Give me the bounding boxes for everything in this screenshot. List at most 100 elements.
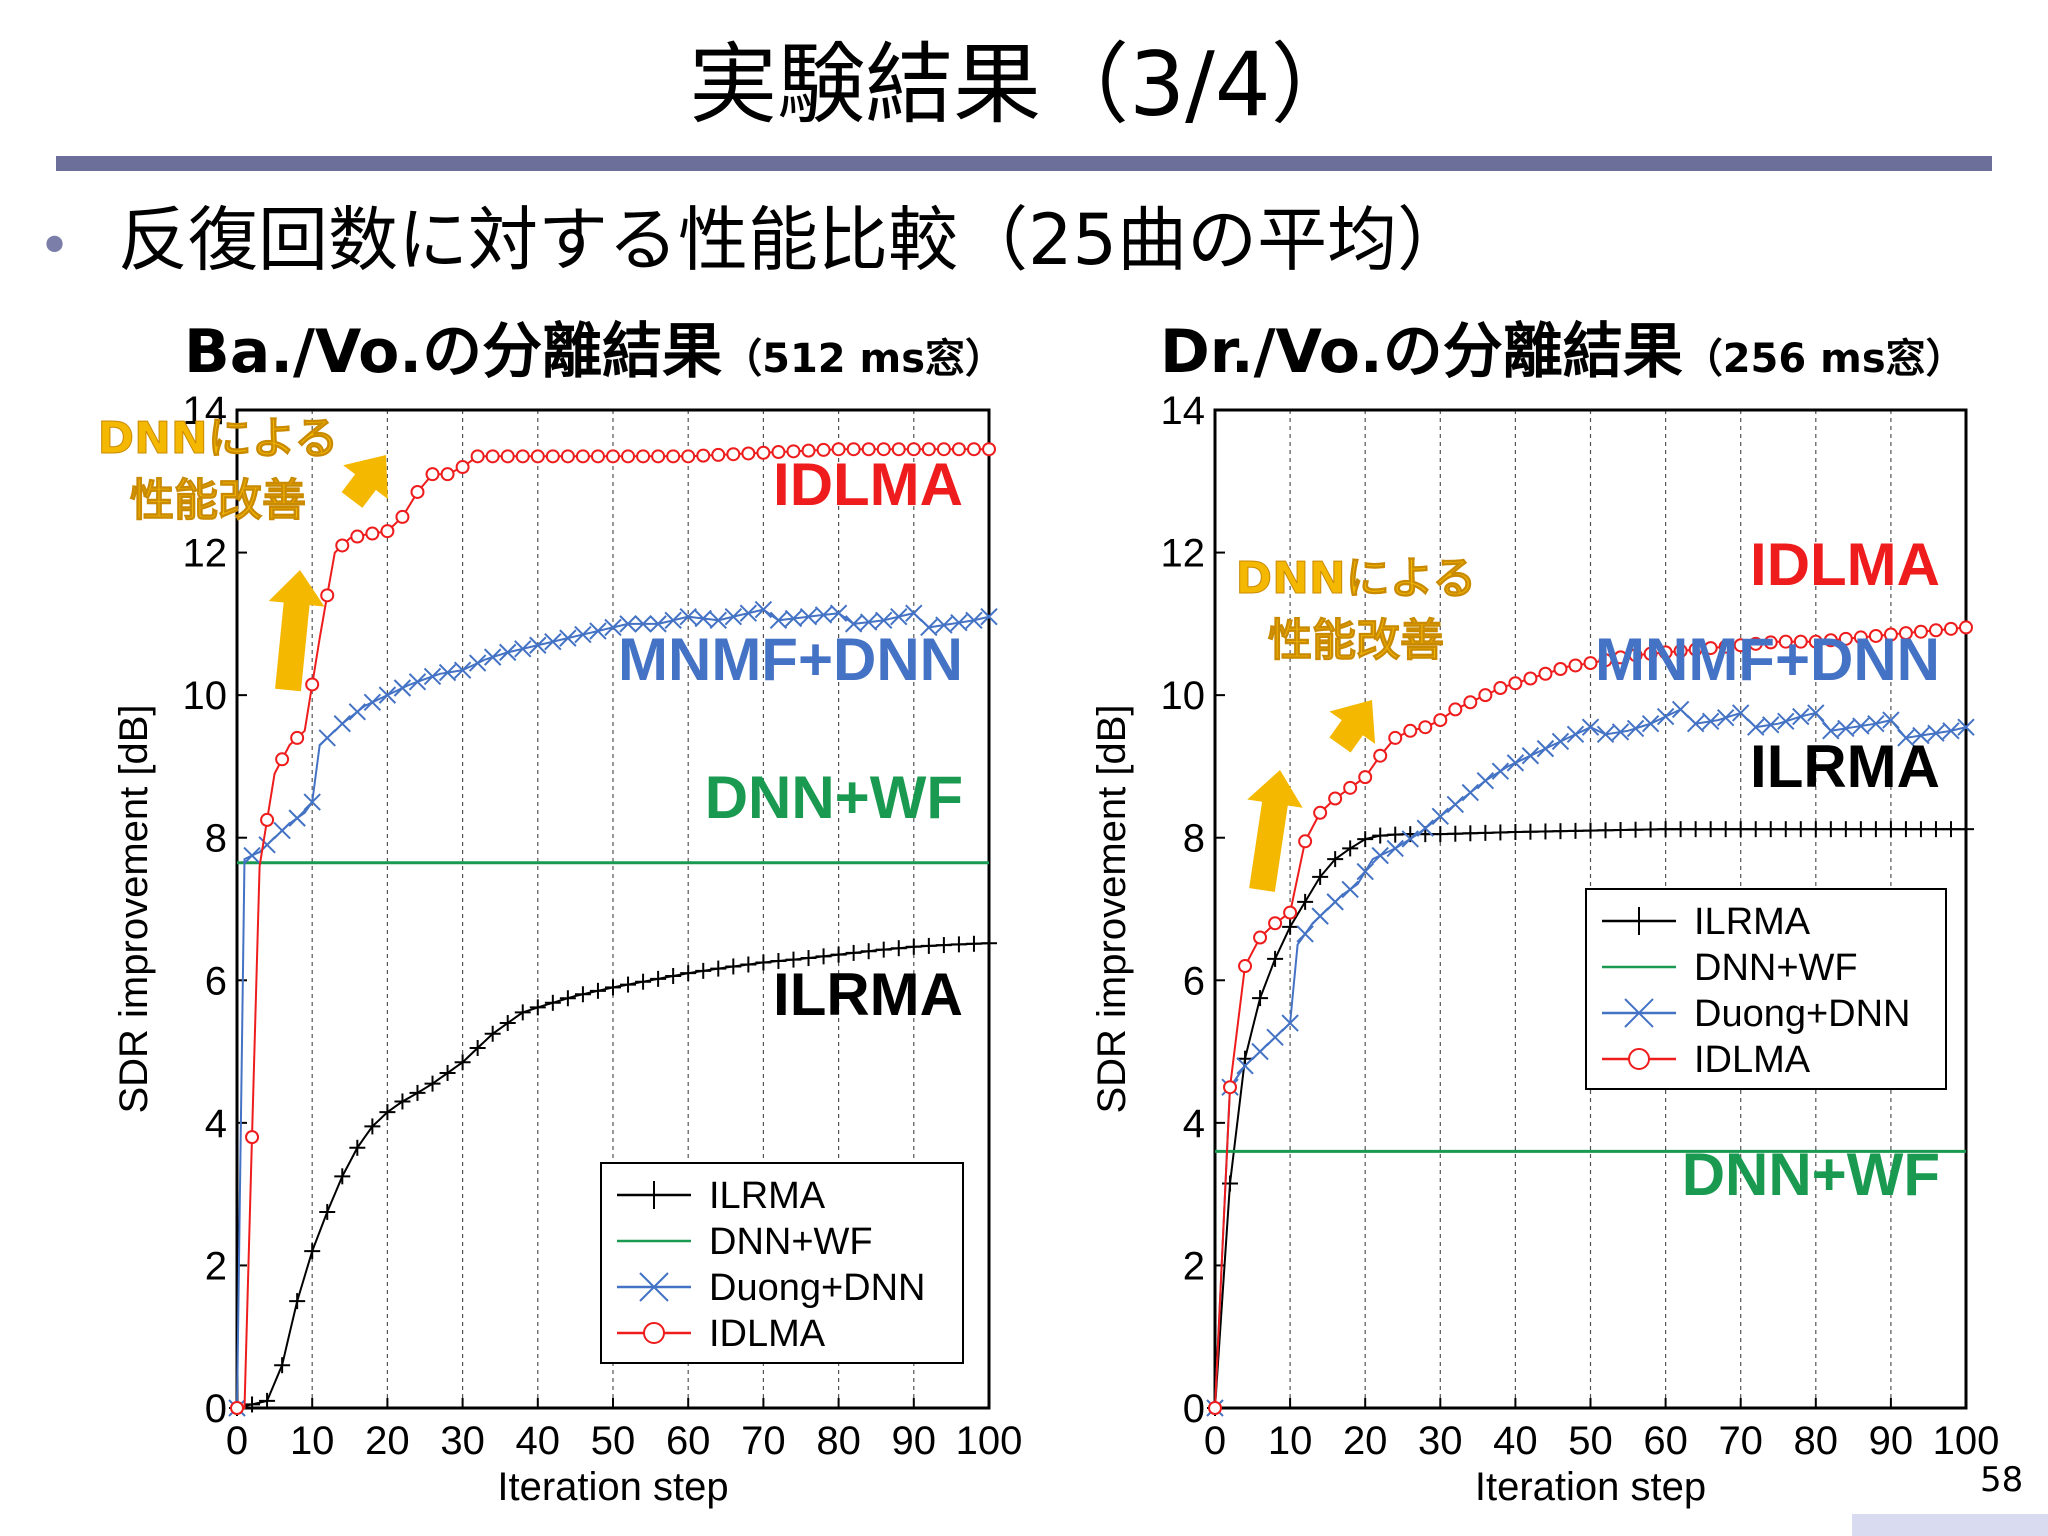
data-point: [559, 629, 577, 647]
data-point: [544, 632, 562, 651]
data-point: [273, 821, 291, 840]
data-point: [1448, 702, 1463, 717]
series-label: DNN+WF: [705, 764, 963, 831]
data-point: [1959, 620, 1973, 635]
data-point: [1823, 633, 1838, 648]
data-point: [634, 615, 652, 633]
data-point: [1433, 713, 1448, 728]
annotation-text: 性能改善: [130, 475, 306, 526]
data-point: [1943, 621, 1958, 636]
data-point: [649, 615, 667, 633]
data-point: [260, 812, 275, 827]
data-point: [1568, 658, 1583, 673]
data-point: [831, 442, 846, 457]
data-point: [861, 442, 876, 457]
data-point: [829, 604, 848, 622]
data-point: [230, 1401, 244, 1415]
data-point: [1658, 645, 1673, 660]
data-point: [514, 640, 532, 658]
data-point: [801, 443, 816, 458]
data-point: [1628, 648, 1643, 663]
data-point: [1686, 714, 1705, 733]
chart-title-right-subtitle: （256 ms窓）: [1682, 336, 1966, 382]
x-tick-label: 30: [440, 1419, 485, 1463]
data-point: [1868, 628, 1883, 643]
data-point: [1416, 819, 1434, 837]
data-point: [1763, 635, 1778, 650]
data-point: [1671, 700, 1690, 719]
data-point: [1957, 718, 1975, 736]
data-point: [320, 588, 335, 603]
data-point: [365, 526, 380, 541]
data-point: [1731, 704, 1750, 722]
data-point: [982, 442, 996, 457]
data-point: [1778, 634, 1793, 649]
data-point: [784, 609, 803, 628]
bullet-marker: •: [38, 214, 72, 279]
data-point: [696, 448, 711, 463]
data-point: [440, 467, 455, 482]
improvement-arrow: [1329, 700, 1376, 753]
data-point: [1388, 730, 1403, 745]
data-point: [380, 524, 395, 539]
data-point: [786, 444, 801, 459]
data-point: [1551, 732, 1570, 751]
data-point: [681, 449, 696, 464]
series-label: DNN+WF: [1682, 1141, 1940, 1208]
data-point: [395, 509, 410, 524]
x-tick-label: 20: [1343, 1419, 1388, 1463]
slide-title: 実験結果（3/4）: [689, 33, 1359, 136]
x-tick-label: 100: [956, 1419, 1023, 1463]
data-point: [393, 679, 412, 697]
series-ilrma: [229, 935, 997, 1416]
x-tick-label: 60: [1643, 1419, 1688, 1463]
data-point: [920, 618, 938, 637]
legend-entry: IDLMA: [709, 1313, 826, 1355]
data-point: [816, 442, 831, 457]
data-point: [1371, 846, 1389, 865]
data-point: [1837, 719, 1855, 738]
data-point: [1356, 862, 1374, 881]
data-point: [1373, 748, 1388, 763]
data-point: [1867, 714, 1885, 733]
data-point: [1418, 720, 1433, 735]
data-point: [1491, 762, 1510, 780]
chart-title-left-subtitle: （512 ms窓）: [722, 336, 1006, 382]
x-tick-label: 40: [1493, 1419, 1538, 1463]
x-tick-label: 80: [816, 1419, 861, 1463]
data-point: [348, 703, 367, 721]
data-point: [1701, 712, 1720, 730]
data-point: [679, 608, 697, 626]
improvement-arrow: [1247, 770, 1303, 892]
data-point: [876, 442, 891, 457]
x-tick-label: 80: [1794, 1419, 1839, 1463]
y-tick-label: 8: [205, 817, 227, 861]
y-tick-label: 12: [1161, 532, 1206, 576]
data-point: [619, 615, 637, 633]
data-point: [606, 449, 620, 464]
data-point: [350, 529, 365, 544]
data-point: [468, 654, 487, 672]
data-point: [1326, 893, 1344, 911]
data-point: [1777, 712, 1795, 730]
legend-marker: [1628, 1048, 1650, 1070]
x-tick-label: 10: [1268, 1419, 1313, 1463]
data-point: [604, 618, 622, 637]
data-point: [1446, 795, 1465, 814]
y-tick-label: 0: [205, 1387, 227, 1431]
data-point: [936, 442, 951, 457]
x-axis-label: Iteration step: [1475, 1465, 1706, 1509]
data-point: [1762, 716, 1780, 734]
series-duong-dnn: [228, 600, 998, 1417]
data-point: [1913, 624, 1928, 639]
data-point: [1253, 930, 1268, 945]
data-point: [890, 608, 908, 626]
data-point: [1431, 807, 1450, 826]
data-point: [499, 643, 517, 662]
data-point: [1493, 681, 1508, 696]
improvement-arrow: [268, 570, 325, 692]
x-tick-label: 70: [741, 1419, 786, 1463]
data-point: [1853, 630, 1868, 645]
data-point: [769, 611, 788, 629]
data-point: [891, 442, 906, 457]
